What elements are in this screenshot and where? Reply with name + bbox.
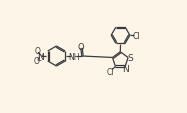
Text: O: O [35,47,41,56]
Text: −: − [36,56,42,61]
Text: S: S [127,53,133,62]
Text: N: N [122,64,129,73]
Text: +: + [39,52,44,57]
Text: O: O [34,57,40,66]
Text: O: O [77,43,84,52]
Text: Cl: Cl [106,67,114,76]
Text: Cl: Cl [133,32,140,40]
Text: NH: NH [68,52,79,61]
Text: N: N [37,52,44,61]
